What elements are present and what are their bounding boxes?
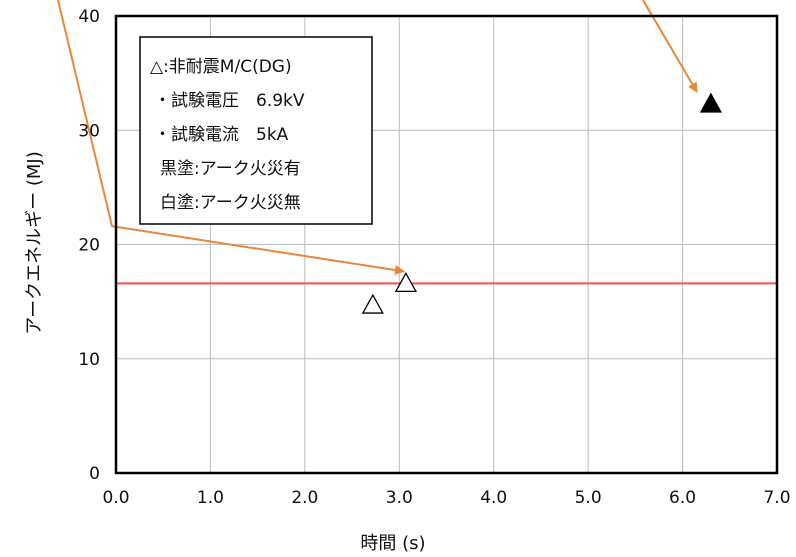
y-tick-label: 20 [78,236,100,256]
x-tick-label: 0.0 [102,488,129,508]
y-tick-label: 30 [78,121,100,141]
legend-line-2: ・試験電圧 6.9kV [154,91,305,111]
y-tick-label: 0 [89,464,100,484]
y-axis-title: アークエネルギー (MJ) [24,151,45,335]
legend-line-1: △:非耐震M/C(DG) [150,57,292,77]
legend-line-4: 黒塗:アーク火災有 [160,158,301,179]
x-tick-label: 6.0 [669,488,696,508]
x-tick-label: 5.0 [575,488,602,508]
annotation-arrow [57,0,405,275]
data-points [361,92,723,314]
annotation-arrow [642,0,698,93]
x-tick-label: 4.0 [480,488,507,508]
x-axis-title: 時間 (s) [360,533,425,554]
x-tick-label: 1.0 [197,488,224,508]
data-point-triangle [699,92,723,113]
data-point-triangle [361,293,384,314]
data-point-triangle [394,272,418,292]
y-tick-label: 40 [78,7,100,27]
plot-frame [114,14,779,475]
x-tick-label: 3.0 [386,488,413,508]
x-tick-label: 7.0 [763,488,790,508]
y-tick-labels: 0 10 20 30 40 [78,7,100,484]
legend-line-3: ・試験電流 5kA [154,125,289,145]
legend: △:非耐震M/C(DG) ・試験電圧 6.9kV ・試験電流 5kA 黒塗:アー… [139,36,373,225]
legend-line-5: 白塗:アーク火災無 [160,192,301,213]
y-tick-label: 10 [78,350,100,370]
x-tick-label: 2.0 [291,488,318,508]
x-tick-labels: 0.0 1.0 2.0 3.0 4.0 5.0 6.0 7.0 [102,488,790,508]
legend-box [139,36,373,225]
